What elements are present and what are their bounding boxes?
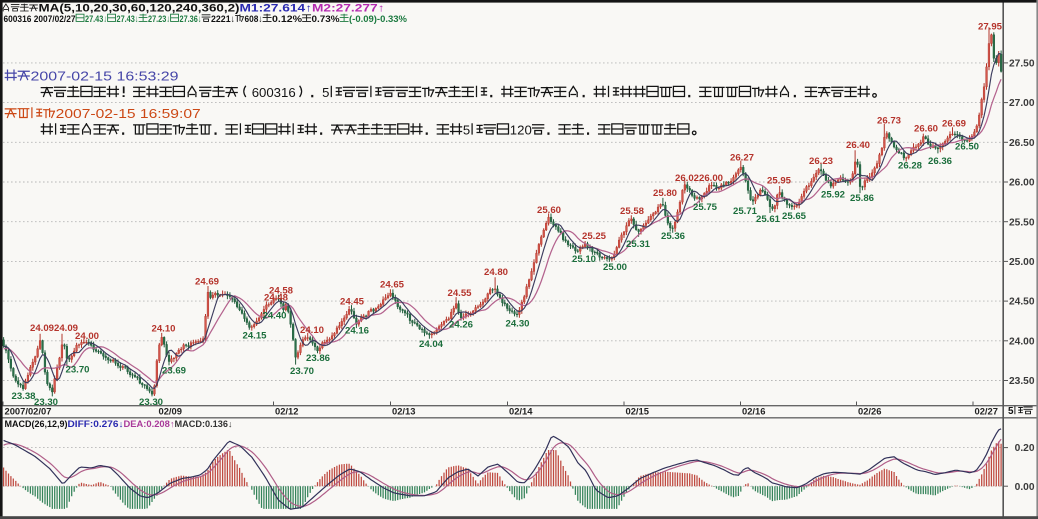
svg-text:25.50: 25.50 — [1009, 217, 1035, 228]
svg-text:DIFF:0.276↓: DIFF:0.276↓ — [68, 419, 124, 429]
svg-text:23.86: 23.86 — [306, 353, 330, 364]
svg-text:26.50: 26.50 — [1009, 138, 1035, 149]
svg-text:2221↓: 2221↓ — [211, 14, 235, 25]
svg-text:26.50: 26.50 — [955, 141, 979, 152]
svg-text:27.43↓: 27.43↓ — [85, 14, 107, 25]
svg-text:27.23↓: 27.23↓ — [148, 14, 170, 25]
svg-text:2007-02-15 16:59:07: 2007-02-15 16:59:07 — [56, 106, 201, 121]
svg-text:23.70: 23.70 — [290, 366, 314, 377]
svg-text:24.00: 24.00 — [1009, 336, 1035, 347]
svg-text:2007/02/07: 2007/02/07 — [5, 405, 52, 416]
svg-text:27.50: 27.50 — [1009, 59, 1035, 70]
svg-text:24.30: 24.30 — [506, 318, 530, 329]
svg-text:MACD(26,12,9): MACD(26,12,9) — [5, 419, 68, 429]
svg-text:26.00: 26.00 — [699, 173, 723, 184]
svg-text:0.12%: 0.12% — [272, 14, 303, 25]
svg-text:25.92: 25.92 — [821, 189, 845, 200]
svg-text:02/13: 02/13 — [392, 405, 415, 416]
svg-text:26.23: 26.23 — [809, 156, 833, 167]
svg-text:24.26: 24.26 — [449, 319, 473, 330]
svg-text:24.55: 24.55 — [448, 288, 473, 299]
svg-text:25.75: 25.75 — [693, 202, 718, 213]
svg-text:24.40: 24.40 — [263, 310, 287, 321]
svg-text:25.80: 25.80 — [653, 188, 677, 199]
svg-text:25.95: 25.95 — [767, 175, 792, 186]
svg-text:23.30: 23.30 — [34, 397, 58, 408]
svg-text:24.09: 24.09 — [54, 323, 78, 334]
svg-text:27.95: 27.95 — [978, 21, 1003, 32]
svg-text:26.36: 26.36 — [928, 156, 952, 167]
svg-text:24.50: 24.50 — [1009, 297, 1035, 308]
svg-text:23.30: 23.30 — [139, 397, 163, 408]
svg-text:25.86: 25.86 — [850, 193, 874, 204]
svg-text:02/12: 02/12 — [275, 405, 298, 416]
svg-text:26.40: 26.40 — [846, 140, 870, 151]
svg-text:25.61: 25.61 — [756, 214, 781, 225]
svg-text:02/16: 02/16 — [742, 405, 765, 416]
svg-text:24.00: 24.00 — [75, 331, 99, 342]
svg-text:24.10: 24.10 — [152, 323, 176, 334]
svg-text:27.36↓: 27.36↓ — [180, 14, 202, 25]
svg-text:23.69: 23.69 — [162, 365, 186, 376]
svg-text:23.50: 23.50 — [1009, 376, 1035, 387]
svg-text:02/09: 02/09 — [159, 405, 182, 416]
svg-text:23.38: 23.38 — [12, 391, 37, 402]
svg-text:5: 5 — [463, 123, 470, 138]
svg-text:24.15: 24.15 — [243, 330, 268, 341]
svg-text:24.09: 24.09 — [30, 323, 54, 334]
svg-text:24.45: 24.45 — [340, 296, 365, 307]
svg-text:MACD:0.136↓: MACD:0.136↓ — [175, 419, 233, 429]
svg-text:DEA:0.208↑: DEA:0.208↑ — [124, 419, 175, 429]
svg-text:23.70: 23.70 — [66, 364, 90, 375]
svg-text:27.00: 27.00 — [1009, 98, 1035, 109]
svg-text:24.80: 24.80 — [484, 267, 508, 278]
svg-text:24.04: 24.04 — [419, 339, 444, 350]
svg-text:25.58: 25.58 — [620, 206, 645, 217]
svg-text:608↓: 608↓ — [245, 14, 263, 25]
svg-text:24.65: 24.65 — [380, 279, 405, 290]
svg-text:0.73%: 0.73% — [312, 14, 341, 25]
svg-text:26.60: 26.60 — [914, 123, 938, 134]
svg-text:26.73: 26.73 — [877, 115, 901, 126]
svg-text:25.25: 25.25 — [582, 231, 607, 242]
svg-text:25.71: 25.71 — [733, 206, 758, 217]
svg-text:24.10: 24.10 — [300, 325, 324, 336]
svg-text:MA(5,10,20,30,60,120,240,360,2: MA(5,10,20,30,60,120,240,360,2) — [39, 3, 240, 15]
svg-text:02/26: 02/26 — [858, 405, 881, 416]
svg-text:120: 120 — [510, 123, 532, 138]
svg-text:26.69: 26.69 — [942, 118, 966, 129]
svg-text:26.28: 26.28 — [898, 160, 923, 171]
svg-text:24.69: 24.69 — [195, 276, 219, 287]
svg-text:5: 5 — [1008, 406, 1014, 417]
svg-text:25.00: 25.00 — [1009, 257, 1035, 268]
svg-text:0.00: 0.00 — [1015, 482, 1035, 493]
svg-text:25.65: 25.65 — [782, 211, 807, 222]
svg-text:25.60: 25.60 — [537, 205, 561, 216]
svg-text:(-0.09)-0.33%: (-0.09)-0.33% — [349, 14, 408, 25]
svg-text:02/15: 02/15 — [626, 405, 649, 416]
svg-text:2007-02-15 16:53:29: 2007-02-15 16:53:29 — [31, 69, 179, 84]
svg-text:26.02: 26.02 — [675, 173, 699, 184]
svg-text:M1:27.614↑: M1:27.614↑ — [240, 3, 313, 15]
svg-text:27.43↓: 27.43↓ — [117, 14, 139, 25]
svg-text:25.00: 25.00 — [603, 262, 627, 273]
svg-text:25.36: 25.36 — [661, 231, 685, 242]
svg-text:24.48: 24.48 — [264, 292, 289, 303]
svg-text:26.27: 26.27 — [730, 152, 754, 163]
svg-text:26.00: 26.00 — [1009, 178, 1035, 189]
svg-text:25.10: 25.10 — [572, 254, 596, 265]
svg-text:600316 2007/02/27: 600316 2007/02/27 — [4, 14, 76, 25]
svg-text:24.58: 24.58 — [269, 285, 294, 296]
svg-text:02/27: 02/27 — [975, 405, 998, 416]
svg-text:02/14: 02/14 — [509, 405, 533, 416]
svg-text:25.31: 25.31 — [626, 239, 651, 250]
svg-text:M2:27.277↑: M2:27.277↑ — [312, 3, 385, 15]
svg-text:0.20: 0.20 — [1015, 443, 1035, 454]
svg-text:24.16: 24.16 — [345, 325, 369, 336]
svg-text:5: 5 — [322, 85, 329, 100]
svg-text:600316: 600316 — [252, 85, 296, 100]
